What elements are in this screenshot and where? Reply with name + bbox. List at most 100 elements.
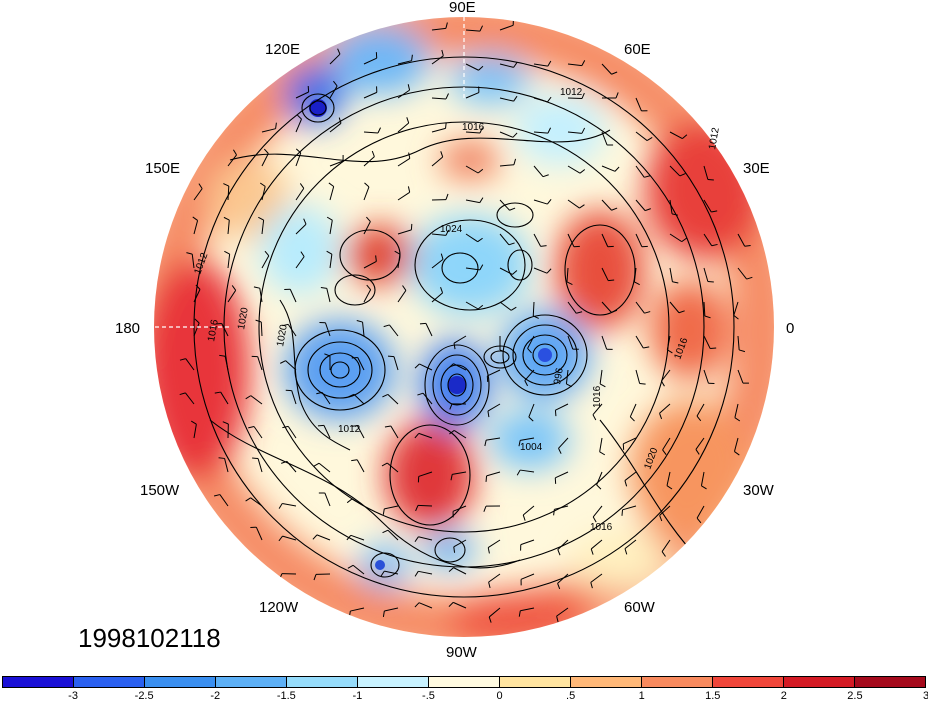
- wind-barb: [323, 425, 331, 439]
- wind-barb: [257, 458, 263, 473]
- wind-barb: [624, 471, 637, 481]
- wind-barb-flag: [448, 602, 454, 607]
- wind-barb: [220, 391, 229, 405]
- wind-barb-flag: [445, 93, 449, 100]
- wind-barb: [635, 369, 641, 384]
- wind-barb-flag: [414, 363, 420, 369]
- wind-barb-flag: [624, 480, 628, 487]
- wind-barb-flag: [509, 207, 516, 211]
- wind-barb: [452, 471, 467, 475]
- wind-barb-flag: [513, 158, 517, 165]
- contour-label-1024: 1024: [440, 224, 463, 235]
- wind-barb: [486, 437, 501, 441]
- colorbar-swatch-3: [216, 677, 287, 687]
- wind-barb: [363, 289, 372, 303]
- wind-barb-flag: [596, 484, 602, 490]
- wind-barb: [499, 24, 514, 31]
- wind-barb-flag: [450, 474, 453, 481]
- wind-barb-flag: [232, 149, 237, 156]
- wind-barb: [465, 29, 480, 32]
- wind-barb: [555, 471, 569, 479]
- wind-barb: [351, 498, 365, 507]
- wind-barb: [387, 529, 399, 541]
- wind-barb-flag: [487, 547, 490, 554]
- lon-label-0: 0: [786, 320, 795, 337]
- wind-barb-flag: [711, 210, 718, 213]
- wind-barb-flag: [364, 182, 370, 188]
- wind-barb-flag: [644, 208, 651, 212]
- wind-barb: [353, 393, 365, 405]
- colorbar-swatch-7: [500, 677, 571, 687]
- wind-barb: [418, 536, 433, 541]
- wind-barb-flag: [510, 306, 517, 311]
- wind-barb: [287, 324, 297, 337]
- wind-barb-flag: [707, 280, 714, 283]
- wind-barb-flag: [214, 391, 221, 394]
- wind-barb: [533, 131, 548, 134]
- wind-barb-flag: [615, 92, 619, 99]
- wind-barb: [596, 471, 603, 486]
- wind-barb-flag: [231, 285, 237, 291]
- wind-barb-flag: [414, 602, 420, 608]
- wind-barb: [397, 158, 411, 167]
- wind-barb-flag: [282, 425, 289, 429]
- wind-barb: [567, 97, 583, 100]
- wind-barbs: [179, 19, 753, 623]
- wind-barb-flag: [695, 449, 700, 455]
- wind-barb: [295, 152, 302, 167]
- wind-barb-flag: [599, 383, 606, 388]
- wind-barb: [532, 301, 535, 317]
- wind-barb: [601, 63, 612, 75]
- wind-barb: [465, 131, 481, 134]
- wind-barb-flag: [488, 581, 491, 589]
- wind-barb: [567, 63, 582, 67]
- wind-barb: [260, 321, 263, 337]
- wind-barb-flag: [445, 229, 450, 236]
- wind-barb-flag: [414, 433, 420, 439]
- wind-barb-flag: [300, 251, 305, 257]
- wind-barb: [601, 301, 612, 313]
- wind-barb-flag: [614, 166, 620, 172]
- wind-barb-flag: [371, 150, 375, 157]
- wind-barb: [703, 165, 709, 180]
- wind-barb: [219, 494, 229, 507]
- wind-barb: [599, 369, 603, 384]
- wind-barb: [185, 358, 195, 371]
- lon-label-150e: 150E: [145, 160, 181, 177]
- wind-barb: [363, 91, 378, 99]
- colorbar-swatch-1: [74, 677, 145, 687]
- wind-barb: [662, 437, 671, 451]
- colorbar-tick-3: -1.5: [276, 690, 296, 702]
- wind-barb-flag: [733, 314, 739, 320]
- wind-barb-flag: [522, 514, 526, 521]
- colorbar-tick-6: 0: [496, 690, 503, 702]
- wind-barb-flag: [253, 286, 260, 289]
- wind-barb-flag: [313, 462, 320, 467]
- wind-barb: [362, 322, 365, 337]
- wind-barb-flag: [479, 197, 484, 203]
- wind-barb: [737, 369, 744, 384]
- wind-barb: [191, 254, 195, 269]
- wind-barb: [261, 220, 265, 235]
- wind-barb-flag: [678, 310, 685, 314]
- wind-barb-flag: [384, 425, 391, 428]
- wind-barb-flag: [611, 71, 618, 75]
- wind-barb: [666, 335, 671, 350]
- wind-barb-flag: [417, 392, 424, 396]
- wind-barb-flag: [711, 243, 718, 247]
- wind-barb-flag: [337, 48, 341, 55]
- wind-barb-flag: [278, 503, 283, 509]
- wind-barb-flag: [512, 270, 518, 275]
- wind-barb: [224, 458, 229, 473]
- wind-barb-flag: [477, 237, 483, 243]
- contour-label-996: 996: [552, 367, 566, 386]
- wind-barb-flag: [528, 416, 534, 422]
- wind-barb-flag: [546, 268, 552, 274]
- wind-barb: [352, 564, 365, 575]
- wind-barb: [255, 526, 263, 541]
- wind-barb-flag: [414, 571, 419, 577]
- wind-barb-flag: [453, 546, 456, 553]
- wind-barb-flag: [382, 393, 389, 398]
- colorbar-swatch-11: [784, 677, 855, 687]
- wind-barb-flag: [639, 383, 646, 385]
